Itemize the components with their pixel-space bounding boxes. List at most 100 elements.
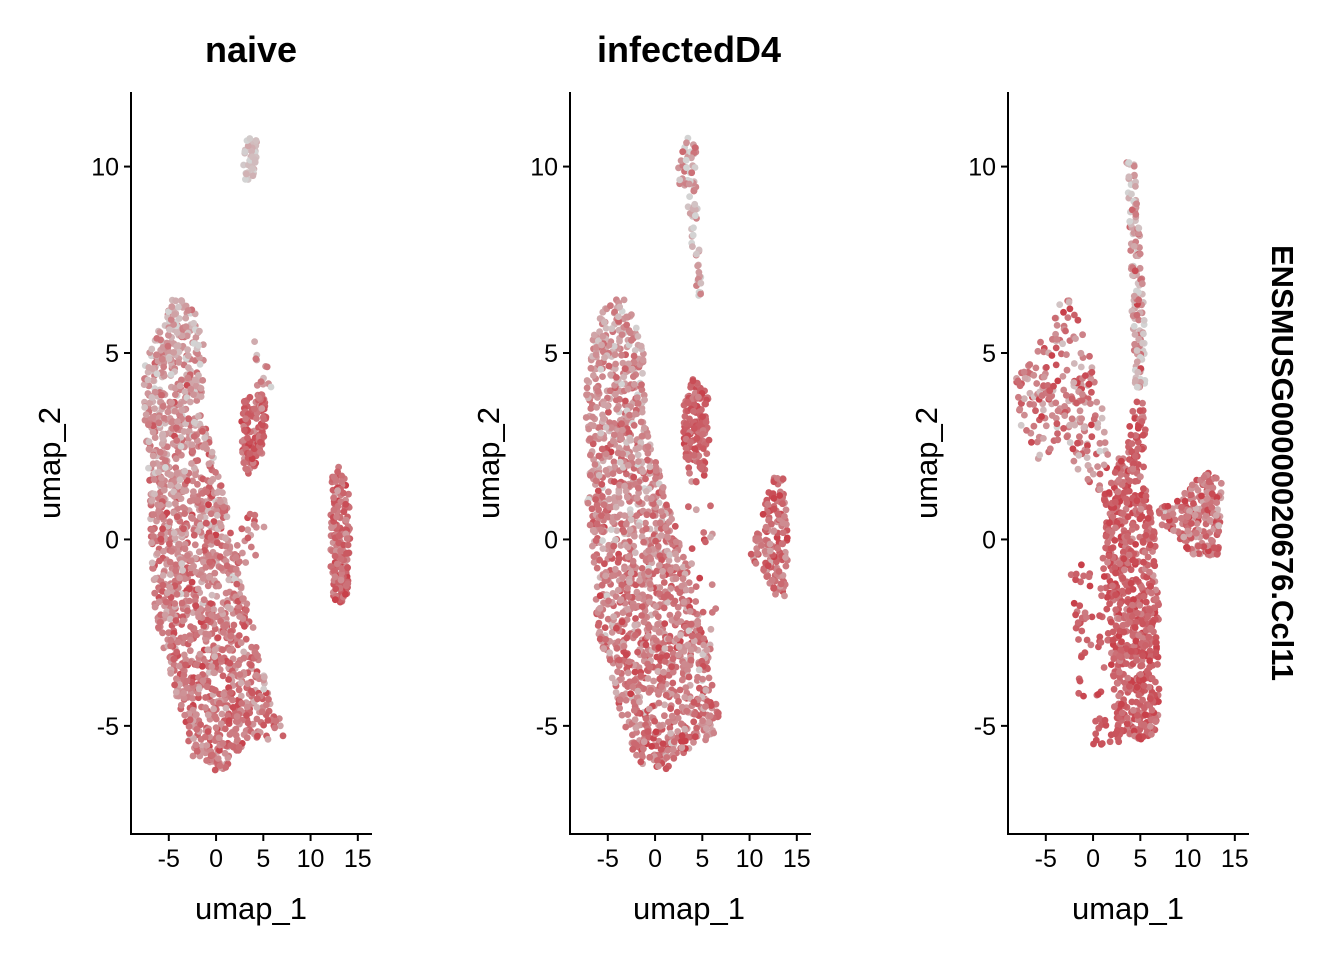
cell-point: [181, 510, 189, 517]
cell-point: [1111, 537, 1119, 544]
cell-point: [203, 445, 211, 453]
y-tick-label: -5: [536, 713, 558, 741]
cell-point: [232, 554, 240, 561]
cell-point: [1040, 373, 1048, 381]
panel-title-infectedD4: infectedD4: [597, 29, 781, 70]
cell-point: [1026, 361, 1034, 368]
cell-point: [1064, 314, 1072, 321]
cell-point: [639, 468, 647, 475]
cell-point: [690, 407, 697, 415]
cell-point: [1116, 652, 1123, 660]
cell-point: [782, 506, 790, 514]
cell-point: [764, 500, 772, 508]
cell-point: [695, 666, 703, 674]
points-layer-infectedD4: [582, 134, 791, 773]
cell-point: [173, 648, 181, 656]
cell-point: [660, 668, 667, 676]
cell-point: [197, 384, 205, 392]
cell-point: [631, 677, 638, 684]
cell-point: [1077, 349, 1085, 357]
cell-point: [621, 482, 628, 490]
cell-point: [630, 422, 638, 429]
cell-point: [640, 738, 648, 746]
cell-point: [191, 597, 199, 605]
cell-point: [1129, 613, 1136, 620]
cell-point: [1217, 479, 1225, 487]
cell-point: [642, 525, 650, 533]
x-tick: 0: [648, 834, 662, 873]
x-tick-label: 5: [256, 845, 270, 873]
cell-point: [167, 316, 175, 323]
cell-point: [618, 420, 625, 428]
cell-point: [184, 352, 192, 359]
cell-point: [610, 431, 618, 439]
cell-point: [151, 388, 159, 396]
cell-point: [1146, 663, 1153, 671]
cell-point: [334, 487, 341, 495]
cell-point: [1133, 311, 1141, 319]
cell-point: [691, 144, 699, 152]
cell-point: [226, 659, 234, 667]
cell-point: [1132, 211, 1140, 218]
cell-point: [632, 324, 640, 332]
cell-point: [335, 532, 343, 540]
cell-point: [605, 408, 612, 416]
cell-point: [173, 424, 180, 432]
cell-point: [222, 763, 230, 771]
cell-point: [180, 525, 187, 533]
cell-point: [1078, 390, 1086, 398]
cell-point: [166, 540, 173, 548]
panel-infectedD4: infectedD4 -5 0 5 10 15 -5 0 5 10 umap_1…: [471, 29, 811, 926]
cell-point: [203, 742, 211, 749]
cell-point: [193, 726, 201, 733]
cell-point: [149, 413, 157, 421]
cell-point: [208, 663, 216, 670]
cell-point: [167, 371, 175, 378]
cell-point: [1028, 438, 1035, 446]
cell-point: [665, 635, 672, 643]
cell-point: [654, 613, 662, 621]
cell-point: [712, 605, 720, 612]
cell-point: [174, 492, 182, 500]
cell-point: [159, 435, 167, 442]
cell-point: [636, 577, 643, 584]
cell-point: [683, 164, 690, 172]
cell-point: [172, 391, 179, 398]
cell-point: [260, 721, 267, 729]
cell-point: [593, 404, 600, 411]
cell-point: [753, 549, 761, 557]
cell-point: [212, 469, 219, 476]
cell-point: [217, 606, 225, 614]
cell-point: [1093, 398, 1101, 406]
cell-point: [151, 434, 159, 441]
cell-point: [164, 408, 172, 416]
cell-point: [1032, 364, 1040, 372]
cell-point: [710, 729, 718, 737]
cell-point: [627, 569, 635, 577]
cell-point: [192, 471, 199, 479]
cell-point: [597, 526, 605, 534]
cell-point: [219, 489, 226, 496]
cell-point: [772, 590, 779, 598]
cell-point: [619, 426, 626, 434]
cell-point: [201, 547, 208, 554]
cell-point: [1054, 430, 1061, 437]
y-tick-label: -5: [97, 713, 119, 741]
cell-point: [697, 279, 705, 287]
cell-point: [642, 641, 650, 649]
cell-point: [675, 697, 682, 705]
cell-point: [622, 397, 629, 405]
cell-point: [248, 147, 256, 155]
cell-point: [190, 531, 198, 539]
cell-point: [1133, 347, 1141, 354]
cell-point: [595, 471, 603, 479]
cell-point: [195, 613, 203, 621]
cell-point: [661, 645, 669, 652]
cell-point: [171, 311, 178, 318]
cell-point: [209, 751, 216, 759]
cell-point: [229, 704, 237, 711]
cell-point: [1135, 691, 1143, 699]
cell-point: [685, 673, 693, 681]
cell-point: [675, 651, 682, 659]
cell-point: [637, 342, 645, 350]
